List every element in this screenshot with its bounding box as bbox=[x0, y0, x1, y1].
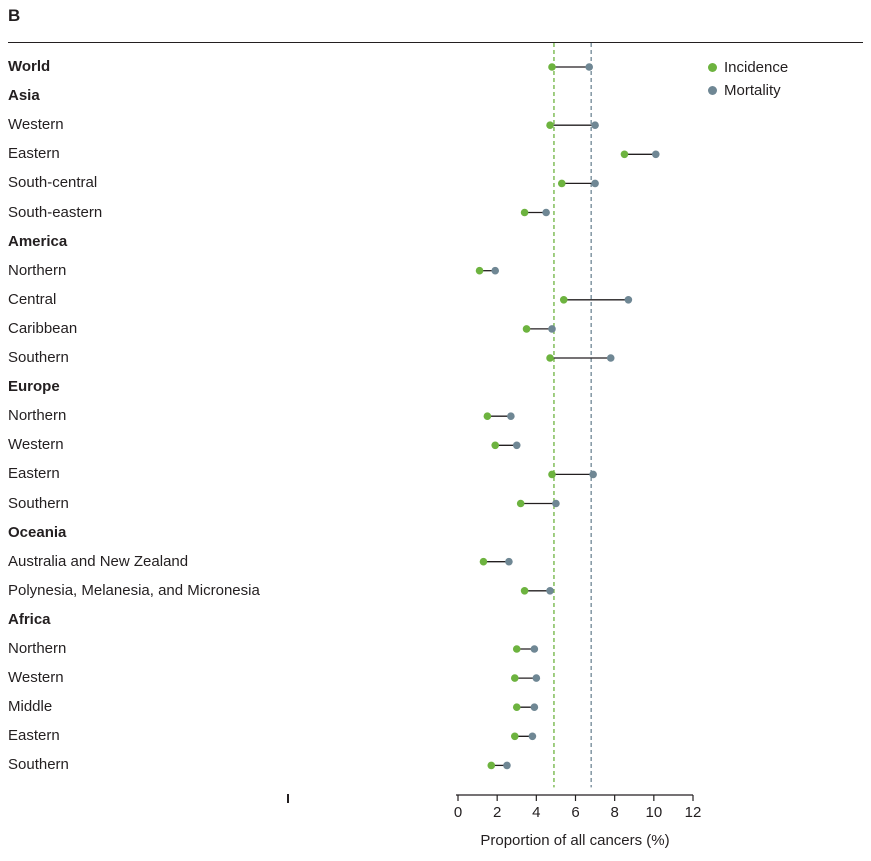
incidence-point bbox=[510, 674, 519, 682]
subregion-label: Northern bbox=[8, 640, 67, 657]
subregion-label: Southern bbox=[8, 494, 69, 512]
mortality-point bbox=[530, 703, 539, 711]
subregion-label: Northern bbox=[8, 261, 67, 279]
mortality-point bbox=[546, 587, 554, 595]
mortality-legend-marker bbox=[708, 86, 717, 95]
region-label: Oceania bbox=[8, 523, 67, 541]
incidence-legend-marker bbox=[708, 63, 717, 72]
x-tick-label: 8 bbox=[610, 804, 619, 821]
mortality-point bbox=[624, 296, 633, 304]
region-label: Asia bbox=[8, 87, 40, 105]
legend-label-incidence: Incidence bbox=[724, 59, 789, 76]
x-axis-label: Proportion of all cancers (%) bbox=[480, 832, 670, 849]
mortality-point bbox=[503, 761, 511, 770]
mortality-point bbox=[651, 150, 660, 159]
mortality-point bbox=[585, 63, 594, 71]
incidence-point bbox=[520, 208, 529, 217]
incidence-point bbox=[548, 470, 556, 479]
region-label: America bbox=[8, 232, 68, 250]
subregion-label: Polynesia, Melanesia, and Micronesia bbox=[8, 581, 260, 599]
subregion-label: Southern bbox=[8, 349, 69, 366]
subregion-label: Australia and New Zealand bbox=[8, 552, 189, 570]
subregion-label: South-eastern bbox=[8, 203, 103, 221]
legend-item-mortality: Mortality bbox=[708, 82, 781, 99]
region-label: Europe bbox=[8, 378, 60, 396]
mortality-point bbox=[532, 674, 541, 682]
incidence-point bbox=[475, 266, 484, 275]
mortality-point bbox=[505, 557, 513, 566]
incidence-point bbox=[546, 121, 554, 129]
incidence-point bbox=[620, 150, 629, 159]
mortality-point bbox=[591, 121, 599, 129]
incidence-point bbox=[548, 63, 556, 71]
region-label: World bbox=[8, 58, 51, 75]
incidence-point bbox=[546, 354, 554, 362]
region-label: Africa bbox=[8, 610, 51, 628]
subregion-label: South-central bbox=[8, 174, 98, 192]
mortality-point bbox=[606, 354, 615, 362]
legend-label-mortality: Mortality bbox=[724, 82, 781, 99]
stray-tick-mark bbox=[287, 794, 289, 803]
subregion-label: Western bbox=[8, 436, 64, 454]
mortality-point bbox=[548, 325, 556, 333]
subregion-label: Eastern bbox=[8, 145, 60, 163]
panel-label: B bbox=[8, 6, 21, 25]
subregion-label: Caribbean bbox=[8, 319, 78, 337]
incidence-point bbox=[559, 296, 568, 304]
incidence-point bbox=[491, 441, 500, 450]
mortality-point bbox=[591, 179, 599, 188]
incidence-point bbox=[516, 499, 525, 508]
x-tick-label: 6 bbox=[571, 804, 580, 821]
incidence-point bbox=[483, 412, 492, 421]
mortality-point bbox=[528, 732, 537, 741]
x-tick-label: 12 bbox=[684, 804, 702, 821]
top-rule bbox=[8, 42, 863, 43]
subregion-label: Northern bbox=[8, 407, 67, 425]
x-tick-label: 0 bbox=[453, 804, 463, 821]
mortality-point bbox=[491, 266, 500, 275]
mortality-point bbox=[530, 645, 539, 653]
mortality-point bbox=[589, 470, 597, 479]
subregion-label: Western bbox=[8, 669, 64, 687]
subregion-label: Southern bbox=[8, 756, 69, 774]
incidence-point bbox=[487, 761, 496, 770]
subregion-label: Eastern bbox=[8, 727, 60, 745]
incidence-point bbox=[520, 587, 529, 595]
mortality-point bbox=[507, 412, 515, 421]
legend-item-incidence: Incidence bbox=[708, 59, 788, 76]
incidence-point bbox=[479, 557, 488, 566]
incidence-point bbox=[557, 179, 566, 188]
incidence-point bbox=[512, 703, 521, 711]
mortality-point bbox=[512, 441, 521, 450]
incidence-point bbox=[522, 325, 531, 333]
subregion-label: Western bbox=[8, 116, 64, 134]
x-tick-label: 4 bbox=[532, 804, 541, 821]
x-tick-label: 10 bbox=[645, 804, 663, 821]
incidence-point bbox=[510, 732, 519, 741]
subregion-label: Eastern bbox=[8, 465, 60, 483]
mortality-point bbox=[552, 499, 560, 508]
incidence-point bbox=[512, 645, 521, 653]
subregion-label: Central bbox=[8, 290, 57, 308]
mortality-point bbox=[542, 208, 550, 217]
subregion-label: Middle bbox=[8, 698, 53, 716]
x-tick-label: 2 bbox=[492, 804, 502, 821]
